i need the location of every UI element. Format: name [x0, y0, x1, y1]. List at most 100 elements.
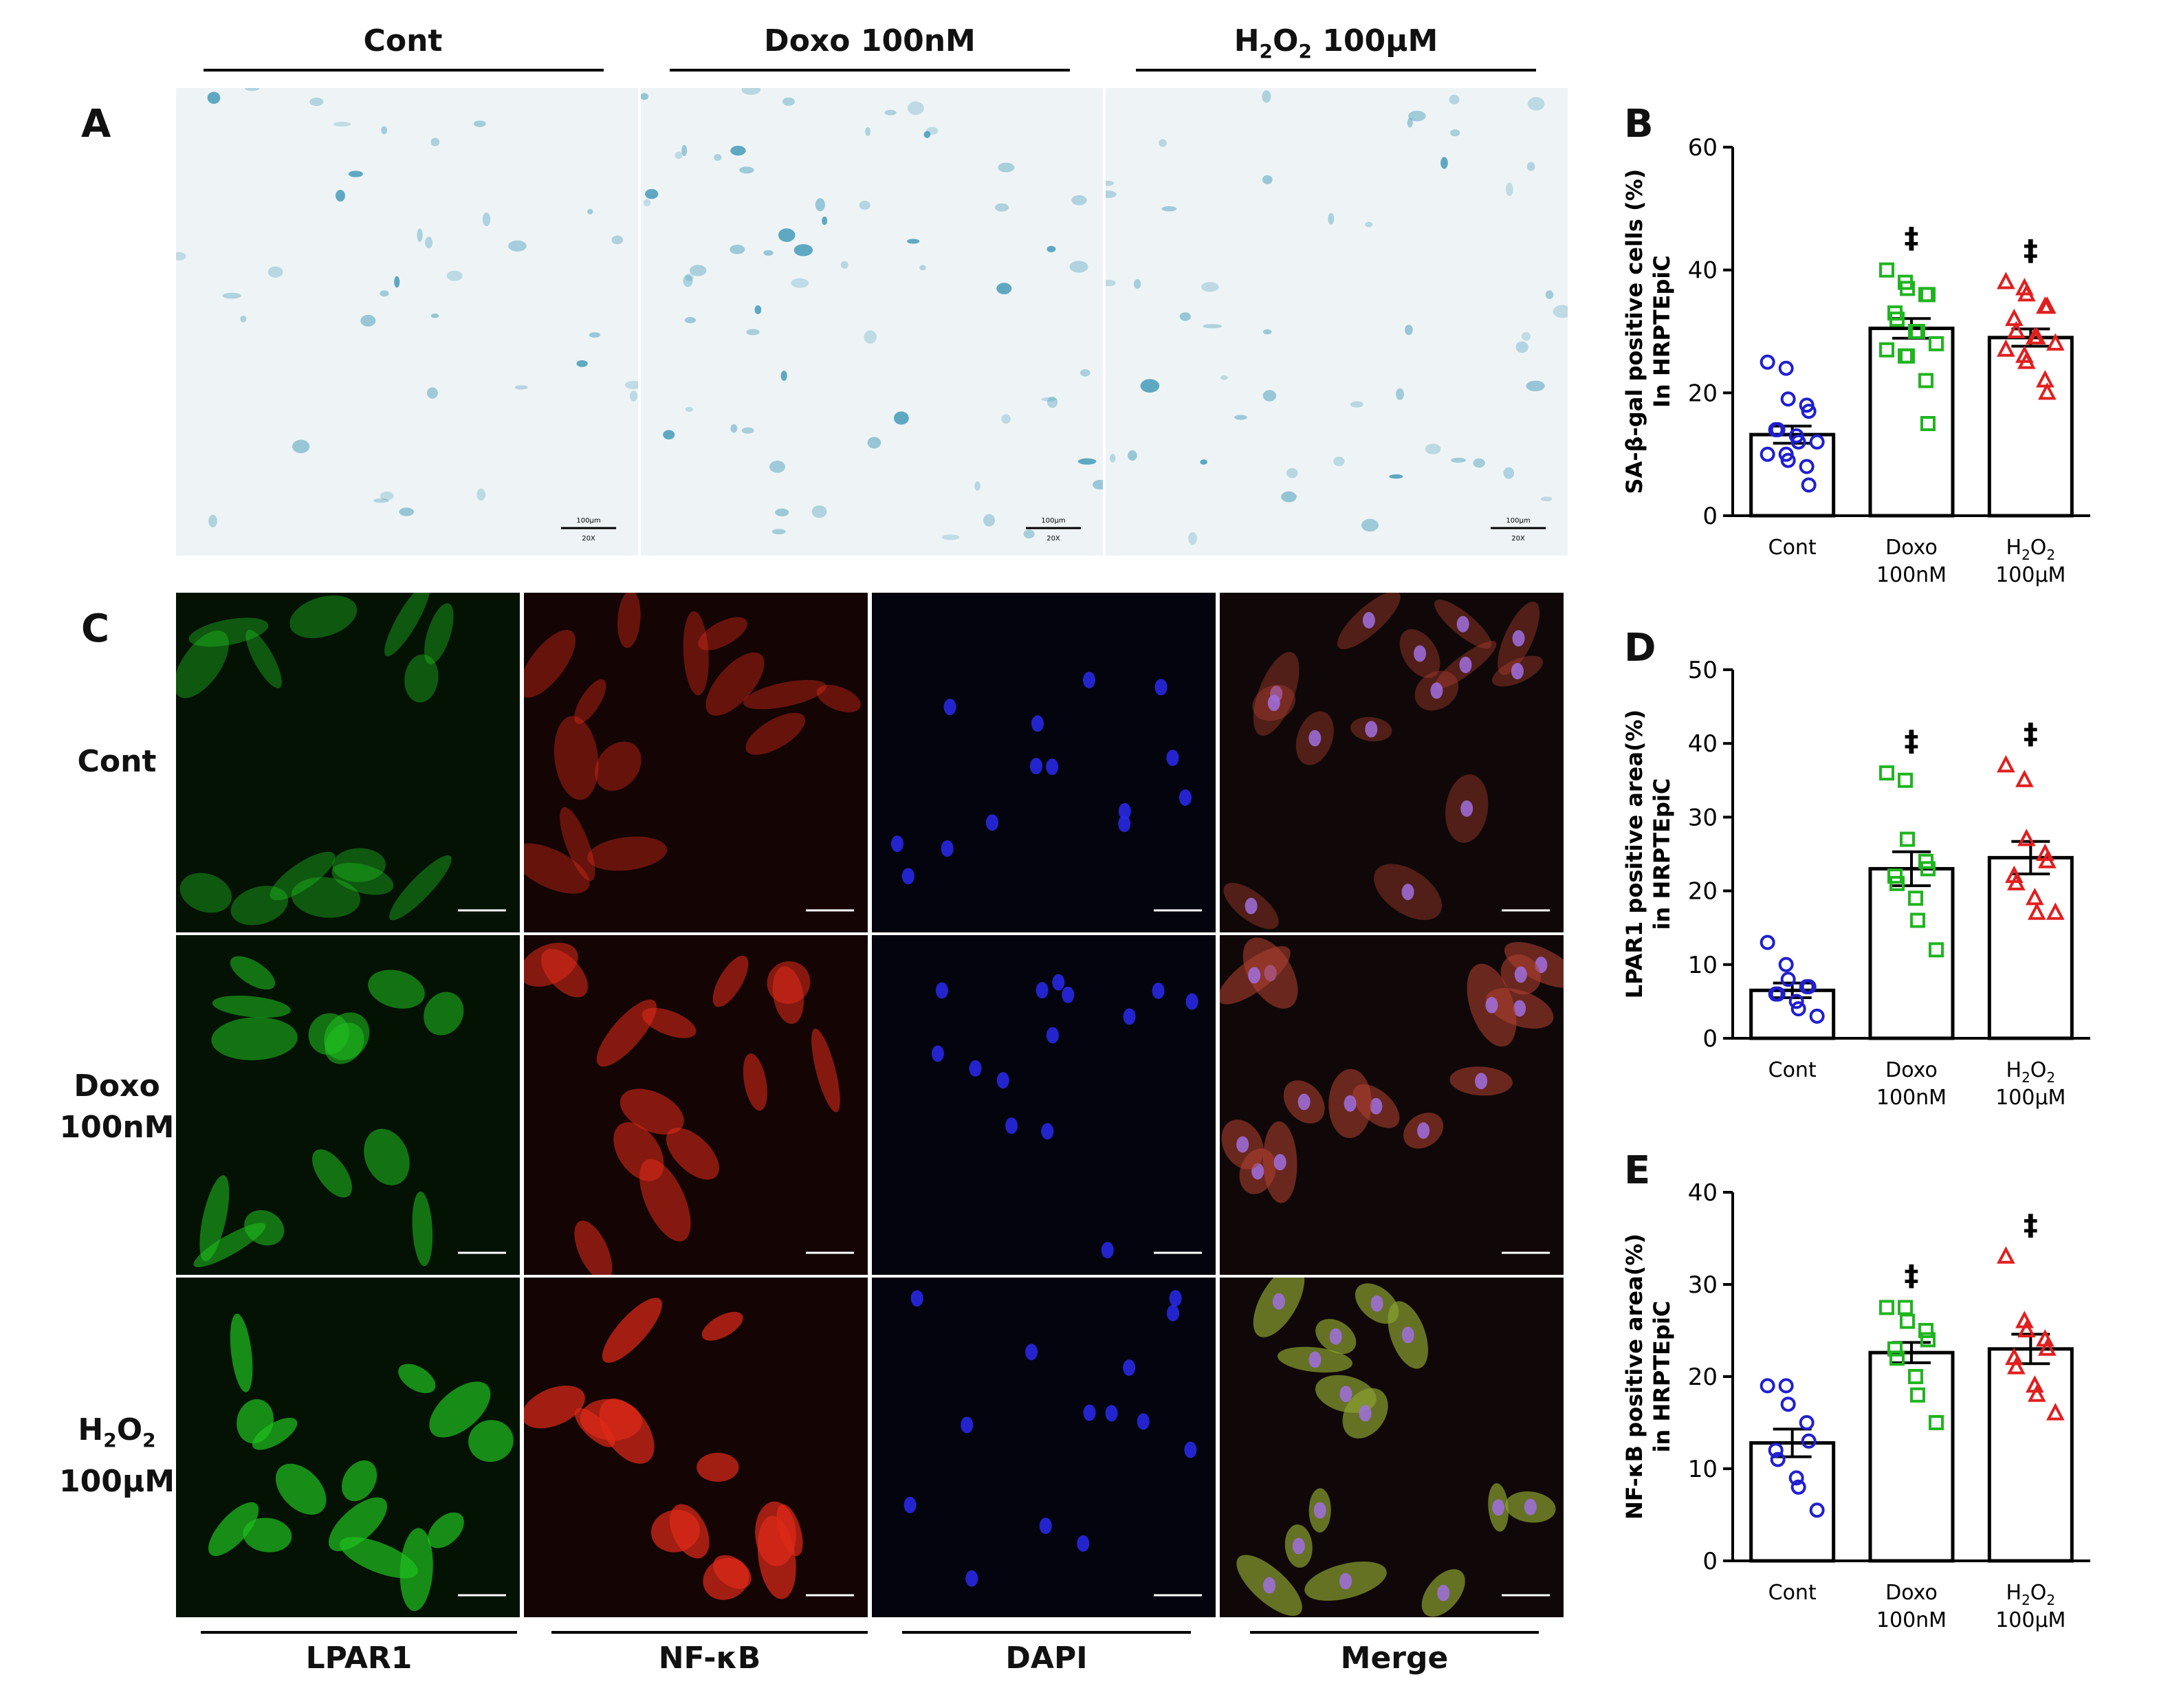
y-tick-label: 50 [1688, 657, 1718, 684]
data-point [1889, 875, 1905, 891]
data-point [1908, 890, 1923, 906]
chart-e-nfkb: 0 10 20 30 40 NF-κB positive area(%) in HRPTEp… [1621, 1179, 2090, 1632]
data-point [2038, 851, 2057, 868]
data-point [2028, 902, 2046, 920]
data-point [1908, 1369, 1923, 1384]
data-point [1780, 391, 1796, 407]
data-point [1778, 360, 1794, 376]
x-tick-label: 100nM [1876, 1086, 1947, 1110]
data-point [1770, 421, 1786, 437]
data-point [2017, 284, 2036, 302]
data-point [1918, 1323, 1933, 1338]
data-point [2046, 1403, 2065, 1421]
chart-b-sa-beta-gal: 0 20 40 60 SA-β-gal positive cells (%) In HRP… [1621, 134, 2090, 587]
data-point [1760, 934, 1775, 950]
dapi-image [872, 1278, 1216, 1617]
data-point [1910, 324, 1925, 339]
data-point [2046, 902, 2065, 920]
data-point [1898, 1300, 1913, 1315]
channel-rule [201, 1631, 517, 1634]
row-label-h2o2: H2O2 100μM [58, 1412, 175, 1499]
data-point [1801, 477, 1817, 493]
panel-label-b: B [1624, 102, 1654, 146]
svg-text:100μm: 100μm [576, 517, 600, 525]
svg-text:100μm: 100μm [1506, 517, 1530, 525]
channel-rule [551, 1631, 868, 1634]
sa-beta-gal-image: 100μm 20X [641, 88, 1103, 556]
x-tick-label: Cont [1768, 536, 1817, 560]
data-point [2017, 351, 2036, 369]
data-point [1879, 1300, 1894, 1315]
x-tick-label: H2O2 [2006, 1058, 2056, 1086]
data-point [1801, 404, 1817, 419]
data-point [1918, 373, 1933, 388]
data-point [2017, 1320, 2036, 1337]
data-point [1799, 1415, 1815, 1430]
x-tick-label: H2O2 [2006, 1581, 2056, 1608]
data-point [1760, 354, 1775, 370]
significance-marker: ‡ [1905, 724, 1919, 758]
data-point [1898, 772, 1913, 788]
x-tick-label: Doxo [1885, 536, 1938, 560]
header-h2o2-a: H2O2 100μM [1136, 23, 1536, 63]
merge-image [1220, 1278, 1564, 1617]
svg-text:20X: 20X [582, 535, 595, 543]
lpar1-image [176, 1278, 520, 1617]
header-cont-a: Cont [363, 23, 443, 58]
x-tick-label: 100nM [1876, 1608, 1947, 1632]
channel-rule [902, 1631, 1191, 1634]
bar [1987, 1347, 2074, 1563]
y-tick-label: 30 [1688, 1271, 1718, 1299]
data-point [1809, 1008, 1825, 1024]
y-axis-label: in HRPTEpiC [1649, 778, 1675, 930]
channel-label-dapi: DAPI [1005, 1641, 1088, 1676]
data-point [1879, 342, 1894, 358]
data-point [1801, 978, 1817, 994]
y-tick-label: 40 [1688, 1179, 1718, 1207]
data-point [1799, 459, 1815, 474]
data-point [1801, 1433, 1817, 1449]
data-point [2046, 333, 2065, 351]
lpar1-image [176, 593, 520, 932]
data-point [1929, 336, 1944, 351]
data-point [1929, 1415, 1944, 1430]
x-tick-label: 100nM [1876, 563, 1947, 587]
svg-text:20X: 20X [1511, 535, 1525, 543]
header-rule [670, 69, 1070, 72]
header-rule [1136, 69, 1536, 72]
data-point [1768, 1443, 1784, 1458]
data-point [2007, 873, 2026, 890]
y-axis-label: NF-κB positive area(%) [1621, 1234, 1647, 1520]
data-point [1760, 1378, 1775, 1394]
data-point [1889, 1350, 1905, 1366]
data-point [1879, 262, 1894, 278]
data-point [1929, 942, 1944, 958]
significance-marker: ‡ [2024, 716, 2038, 750]
dapi-image [872, 593, 1216, 932]
data-point [2038, 1338, 2057, 1356]
panel-label-a: A [81, 102, 111, 146]
bar [1868, 1350, 1955, 1563]
panel-label-c: C [81, 606, 110, 651]
y-tick-label: 40 [1688, 730, 1718, 758]
x-tick-label: Cont [1768, 1058, 1817, 1082]
data-point [1780, 1397, 1796, 1412]
data-point [2038, 382, 2057, 400]
data-point [1900, 831, 1915, 847]
data-point [1788, 994, 1804, 1009]
data-point [1997, 1246, 2015, 1264]
y-axis-label: LPAR1 positive area(%) [1621, 710, 1647, 999]
row-label-doxo: Doxo 100nM [59, 1069, 175, 1145]
data-point [1790, 1479, 1806, 1495]
y-tick-label: 20 [1688, 380, 1718, 407]
significance-marker: ‡ [2024, 234, 2038, 267]
lpar1-image [176, 935, 520, 1275]
y-tick-label: 40 [1688, 257, 1718, 285]
x-tick-label: 100μM [1995, 563, 2065, 587]
y-tick-label: 20 [1688, 878, 1718, 906]
panel-label-e: E [1624, 1148, 1651, 1193]
sa-beta-gal-image: 100μm 20X [1106, 88, 1568, 556]
data-point [2005, 308, 2024, 327]
bar [1749, 1441, 1836, 1563]
bar [1987, 336, 2074, 518]
